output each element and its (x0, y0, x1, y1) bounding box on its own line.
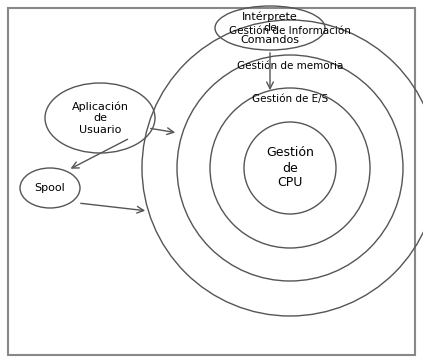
Text: Spool: Spool (35, 183, 66, 193)
Text: Aplicación
de
Usuario: Aplicación de Usuario (71, 101, 129, 135)
Text: Intérprete
de
Comandos: Intérprete de Comandos (241, 11, 299, 45)
Text: Gestión de E/S: Gestión de E/S (252, 94, 328, 104)
Text: Gestión de Información: Gestión de Información (229, 26, 351, 36)
Text: Gestión de memoria: Gestión de memoria (237, 61, 343, 71)
Text: Gestión
de
CPU: Gestión de CPU (266, 147, 314, 189)
